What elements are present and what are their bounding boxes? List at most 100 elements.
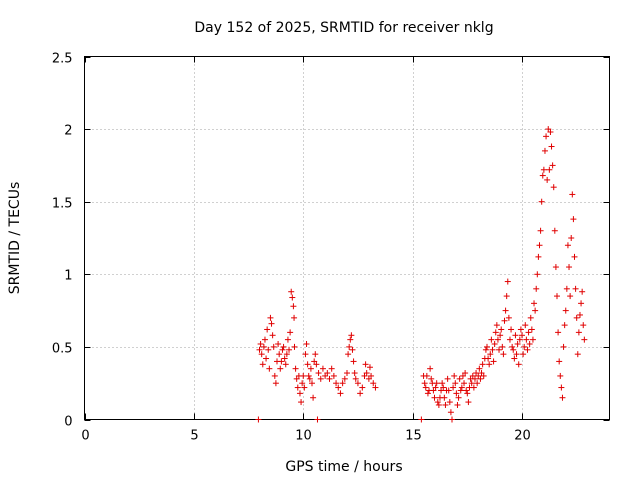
x-tick-label: 20 [514, 429, 531, 444]
data-point [576, 311, 583, 318]
data-point [326, 375, 333, 382]
data-point [444, 375, 451, 382]
data-point [539, 172, 546, 179]
data-point [292, 365, 299, 372]
data-point [299, 380, 306, 387]
data-point [303, 340, 310, 347]
data-point [529, 336, 536, 343]
data-point [580, 322, 587, 329]
data-point [372, 384, 379, 391]
data-point [487, 351, 494, 358]
data-point [306, 375, 313, 382]
data-point [510, 346, 517, 353]
data-point [418, 416, 425, 423]
data-point [276, 351, 283, 358]
data-point [560, 343, 567, 350]
data-point [330, 372, 337, 379]
data-point [313, 361, 320, 368]
data-point [547, 129, 554, 136]
data-point [280, 343, 287, 350]
data-point [486, 361, 493, 368]
data-point [571, 253, 578, 260]
data-point [427, 365, 434, 372]
data-point [566, 264, 573, 271]
data-point [513, 351, 520, 358]
data-point [281, 355, 288, 362]
data-point [324, 370, 331, 377]
data-point [351, 370, 358, 377]
y-tick-label: 2 [64, 124, 72, 139]
y-tick-label: 2.5 [52, 52, 73, 67]
data-point [470, 384, 477, 391]
data-point [339, 380, 346, 387]
ticks: 0 5 10 15 20 0 0.5 1 1.5 2 2.5 [52, 52, 610, 444]
data-point [524, 346, 531, 353]
data-point [556, 358, 563, 365]
data-point [440, 384, 447, 391]
data-point [508, 326, 515, 333]
data-point [558, 384, 565, 391]
data-point [341, 375, 348, 382]
data-point [433, 380, 440, 387]
data-point [366, 364, 373, 371]
data-point [550, 184, 557, 191]
data-point [548, 143, 555, 150]
data-point [570, 216, 577, 223]
data-point [284, 336, 291, 343]
data-point [278, 358, 285, 365]
data-point [557, 372, 564, 379]
data-point [527, 314, 534, 321]
data-point [496, 346, 503, 353]
data-point [523, 336, 530, 343]
data-point [319, 365, 326, 372]
data-point [538, 198, 545, 205]
x-tick-label: 5 [190, 429, 198, 444]
data-point [514, 340, 521, 347]
data-point [457, 387, 464, 394]
data-point [462, 370, 469, 377]
data-point [333, 380, 340, 387]
data-point [350, 358, 357, 365]
data-point [501, 317, 508, 324]
x-tick-label: 10 [295, 429, 312, 444]
data-point [568, 235, 575, 241]
data-point [559, 394, 566, 401]
data-point [421, 380, 428, 387]
data-point [454, 401, 461, 408]
data-point [569, 191, 576, 198]
data-point [537, 227, 544, 234]
data-point [546, 166, 553, 173]
data-point [493, 322, 500, 329]
data-point [357, 390, 364, 397]
data-point [520, 351, 527, 358]
plot-frame [84, 56, 610, 420]
data-point [464, 390, 471, 397]
data-point [540, 166, 547, 173]
data-point [337, 390, 344, 397]
data-point [277, 365, 284, 372]
data-point [567, 293, 574, 300]
data-point [544, 176, 551, 183]
data-point [482, 346, 489, 353]
data-point [445, 387, 452, 394]
data-point [532, 307, 539, 314]
data-point [287, 329, 294, 336]
data-points [255, 126, 588, 423]
data-point [456, 375, 463, 382]
data-point [291, 343, 298, 350]
data-point [346, 343, 353, 350]
data-point [541, 147, 548, 154]
data-point [272, 380, 279, 387]
data-point [362, 361, 369, 368]
data-point [424, 390, 431, 397]
data-point [465, 399, 472, 406]
data-point [484, 343, 490, 350]
data-point [279, 346, 286, 353]
data-point [528, 326, 535, 333]
data-point [491, 340, 498, 347]
data-point [453, 390, 460, 397]
data-point [535, 253, 542, 260]
data-point [452, 380, 459, 387]
data-point [268, 320, 275, 327]
